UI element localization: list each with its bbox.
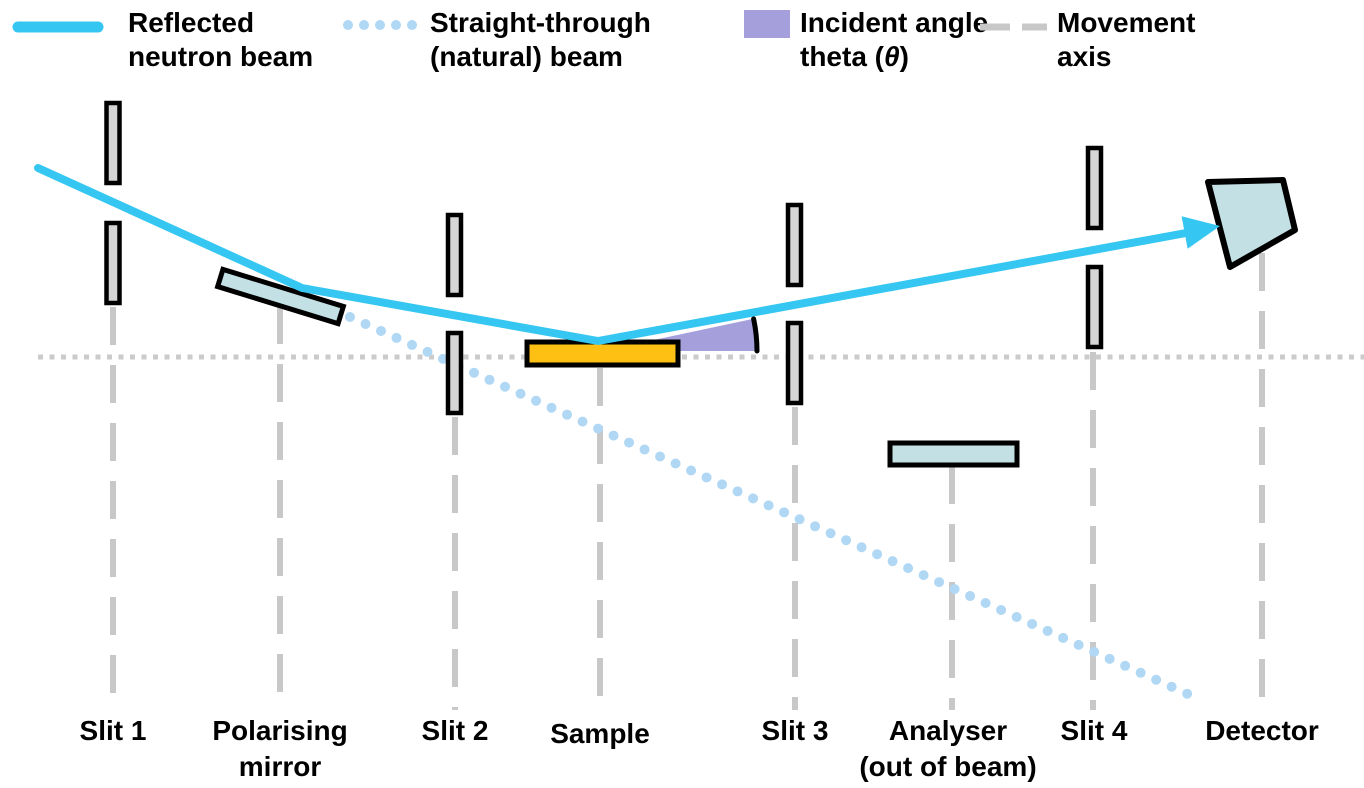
theta-symbol: θ: [884, 41, 900, 72]
legend-item-straight-through-beam: Straight-through (natural) beam: [343, 7, 651, 72]
label-analyser-line2: (out of beam): [859, 751, 1036, 782]
label-slit4: Slit 4: [1061, 715, 1128, 746]
label-polarising-mirror-line2: mirror: [239, 751, 322, 782]
slit1-lower-blade: [104, 220, 122, 306]
slit3-lower-blade: [785, 320, 804, 406]
label-slit2: Slit 2: [422, 715, 489, 746]
incident-angle-swatch: [744, 10, 790, 38]
straight-through-beam: [345, 312, 1195, 700]
legend: Reflected neutron beam Straight-through …: [12, 7, 1195, 72]
theta-arc: [751, 316, 760, 354]
label-slit3: Slit 3: [762, 715, 829, 746]
legend-item-incident-angle: Incident angle theta (θ): [744, 7, 988, 72]
polarising-mirror-shape: [214, 266, 347, 327]
slit3: [785, 202, 804, 406]
legend-theta-prefix: theta (: [800, 41, 885, 72]
reflected-beam-arrowhead: [1181, 216, 1220, 249]
detector-shape: [1205, 177, 1298, 270]
legend-movement-axis-line1: Movement: [1057, 7, 1195, 38]
slit1-upper-blade: [104, 100, 122, 186]
movement-axes: [110, 253, 1265, 710]
component-labels: Slit 1 Polarising mirror Slit 2 Sample S…: [80, 715, 1319, 782]
legend-straight-through-line2: (natural) beam: [430, 41, 623, 72]
analyser-shape: [887, 440, 1020, 468]
slit4-lower-blade: [1085, 264, 1104, 350]
label-sample: Sample: [550, 718, 650, 749]
sample-shape: [524, 339, 681, 368]
slit3-upper-blade: [785, 202, 804, 288]
legend-movement-axis-line2: axis: [1057, 41, 1112, 72]
slit4-upper-blade: [1085, 145, 1104, 231]
slit2: [445, 212, 464, 416]
label-analyser-line1: Analyser: [889, 715, 1007, 746]
label-slit1: Slit 1: [80, 715, 147, 746]
slit2-lower-blade: [445, 330, 464, 416]
label-polarising-mirror-line1: Polarising: [212, 715, 347, 746]
legend-item-movement-axis: Movement axis: [980, 7, 1195, 72]
legend-straight-through-line1: Straight-through: [430, 7, 651, 38]
legend-theta-suffix: ): [900, 41, 909, 72]
slit1: [104, 100, 122, 306]
legend-reflected-line1: Reflected: [128, 7, 254, 38]
legend-incident-angle-line1: Incident angle: [800, 7, 988, 38]
label-detector: Detector: [1205, 715, 1319, 746]
legend-reflected-line2: neutron beam: [128, 41, 313, 72]
legend-incident-angle-line2: theta (θ): [800, 41, 909, 72]
slit2-upper-blade: [445, 212, 464, 298]
reflected-beam: [34, 164, 1190, 345]
slit4: [1085, 145, 1104, 350]
legend-item-reflected-beam: Reflected neutron beam: [12, 7, 313, 72]
